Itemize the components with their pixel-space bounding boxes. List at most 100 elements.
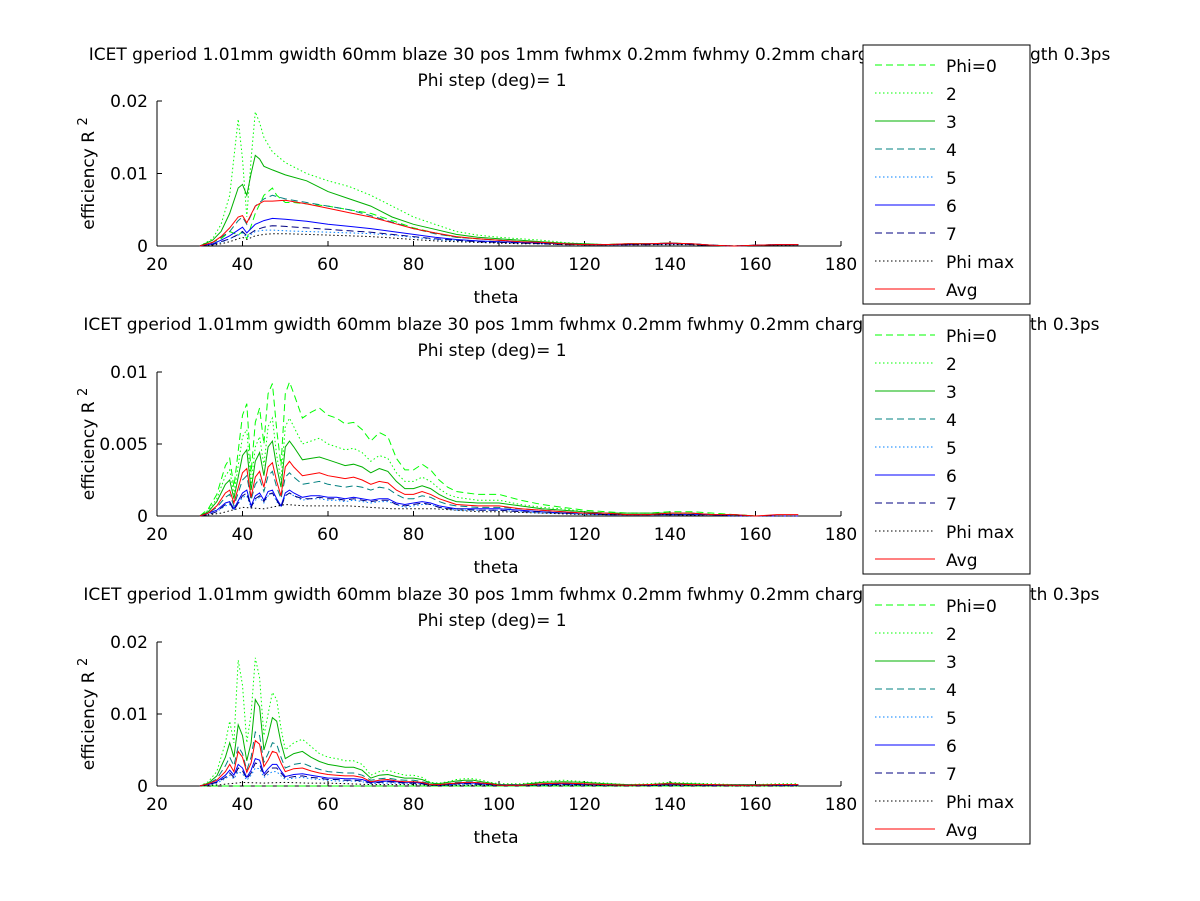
y-tick-label: 0 (137, 237, 148, 257)
y-axis-label-superscript: 2 (76, 117, 91, 125)
legend: Phi=0 2 3 4 5 6 7 Phi max Avg (862, 314, 1031, 575)
series-line-6 (199, 489, 799, 517)
y-tick-label: 0 (137, 777, 148, 797)
series-line-3 (199, 439, 799, 517)
legend: Phi=0 2 3 4 5 6 7 Phi max Avg (862, 584, 1031, 845)
legend-entry-label: 5 (946, 709, 957, 729)
x-tick-label: 140 (654, 525, 686, 545)
y-tick-label: 0.02 (110, 633, 148, 653)
legend-entry-label: Avg (946, 281, 978, 301)
y-axis-label: efficiency R 2 (76, 117, 99, 230)
series-line-7 (199, 492, 799, 517)
legend-entry-label: 2 (946, 625, 957, 645)
y-axis-label-superscript: 2 (76, 658, 91, 666)
x-tick-label: 100 (483, 795, 515, 815)
x-tick-label: 80 (403, 795, 425, 815)
legend-entry-label: Phi max (946, 793, 1014, 813)
x-tick-label: 60 (317, 255, 339, 275)
legend-entry-label: 7 (946, 495, 957, 515)
x-tick-label: 40 (232, 255, 254, 275)
series-line-1 (199, 187, 799, 247)
chart-subtitle: Phi step (deg)= 1 (417, 611, 566, 631)
x-tick-label: 140 (654, 255, 686, 275)
series-line-4 (199, 470, 799, 517)
chart-subtitle: Phi step (deg)= 1 (417, 341, 566, 361)
x-tick-label: 140 (654, 795, 686, 815)
x-tick-label: 160 (739, 255, 771, 275)
legend-entry-label: 4 (946, 141, 957, 161)
legend-box (862, 584, 1031, 845)
x-tick-label: 20 (146, 255, 168, 275)
series-line-9 (199, 739, 799, 787)
chart-title-tail: th 0.3ps (1030, 315, 1100, 335)
series-line-8 (199, 781, 799, 787)
y-tick-label: 0.02 (110, 92, 148, 112)
legend-entry-label: 6 (946, 467, 957, 487)
legend-entry-label: Phi=0 (946, 327, 997, 347)
series-line-7 (199, 225, 799, 247)
legend-entry-label: Phi=0 (946, 597, 997, 617)
series-line-6 (199, 217, 799, 247)
legend-entry-label: 5 (946, 169, 957, 189)
x-tick-label: 40 (232, 795, 254, 815)
legend-entry-label: 6 (946, 197, 957, 217)
y-tick-label: 0.01 (110, 165, 148, 185)
chart-subtitle: Phi step (deg)= 1 (417, 71, 566, 91)
series-line-5 (199, 229, 799, 247)
x-tick-label: 60 (317, 525, 339, 545)
x-axis-label: theta (474, 828, 519, 848)
x-tick-label: 120 (568, 255, 600, 275)
series-line-2 (199, 657, 799, 787)
y-axis-label: efficiency R 2 (76, 388, 99, 501)
series-line-8 (199, 233, 799, 247)
legend-entry-label: 6 (946, 737, 957, 757)
y-axis-label-superscript: 2 (76, 388, 91, 396)
y-tick-label: 0.01 (110, 363, 148, 383)
legend: Phi=0 2 3 4 5 6 7 Phi max Avg (862, 44, 1031, 305)
chart-title: ICET gperiod 1.01mm gwidth 60mm blaze 30… (83, 585, 900, 605)
chart-panel-1: 20 40 60 80 100 120 140 160 180 0 0.01 0.02 ICET gpe… (76, 44, 1110, 308)
series-line-3 (199, 698, 799, 787)
chart-title-tail: gth 0.3ps (1030, 45, 1110, 65)
series-line-2 (199, 111, 799, 247)
series-line-9 (199, 199, 799, 247)
legend-entry-label: 2 (946, 355, 957, 375)
legend-entry-label: 7 (946, 225, 957, 245)
x-tick-label: 160 (739, 525, 771, 545)
x-tick-label: 120 (568, 795, 600, 815)
legend-entry-label: Phi max (946, 523, 1014, 543)
legend-entry-label: Phi max (946, 253, 1014, 273)
series-line-9 (199, 460, 799, 517)
series-line-4 (199, 731, 799, 787)
x-tick-label: 180 (825, 525, 857, 545)
x-tick-label: 180 (825, 795, 857, 815)
y-tick-label: 0.01 (110, 705, 148, 725)
x-tick-label: 100 (483, 255, 515, 275)
y-tick-label: 0 (137, 507, 148, 527)
chart-title: ICET gperiod 1.01mm gwidth 60mm blaze 30… (83, 315, 900, 335)
x-tick-label: 80 (403, 525, 425, 545)
x-tick-label: 20 (146, 525, 168, 545)
x-tick-label: 60 (317, 795, 339, 815)
legend-entry-label: Phi=0 (946, 57, 997, 77)
x-tick-label: 40 (232, 525, 254, 545)
legend-entry-label: 2 (946, 85, 957, 105)
x-tick-label: 20 (146, 795, 168, 815)
chart-panel-2: 20 40 60 80 100 120 140 160 180 0 0.005 0.01 ICET gp… (76, 314, 1100, 578)
legend-box (862, 44, 1031, 305)
x-tick-label: 180 (825, 255, 857, 275)
chart-panel-3: 20 40 60 80 100 120 140 160 180 0 0.01 0.02 ICET gpe… (76, 584, 1100, 848)
y-tick-label: 0.005 (99, 435, 148, 455)
legend-entry-label: 3 (946, 653, 957, 673)
legend-entry-label: 7 (946, 765, 957, 785)
legend-entry-label: 4 (946, 681, 957, 701)
y-axis-label: efficiency R 2 (76, 658, 99, 771)
series-line-2 (199, 416, 799, 517)
x-tick-label: 160 (739, 795, 771, 815)
legend-entry-label: 3 (946, 383, 957, 403)
chart-title: ICET gperiod 1.01mm gwidth 60mm blaze 30… (89, 45, 896, 65)
x-tick-label: 80 (403, 255, 425, 275)
series-line-7 (199, 762, 799, 787)
legend-entry-label: 3 (946, 113, 957, 133)
